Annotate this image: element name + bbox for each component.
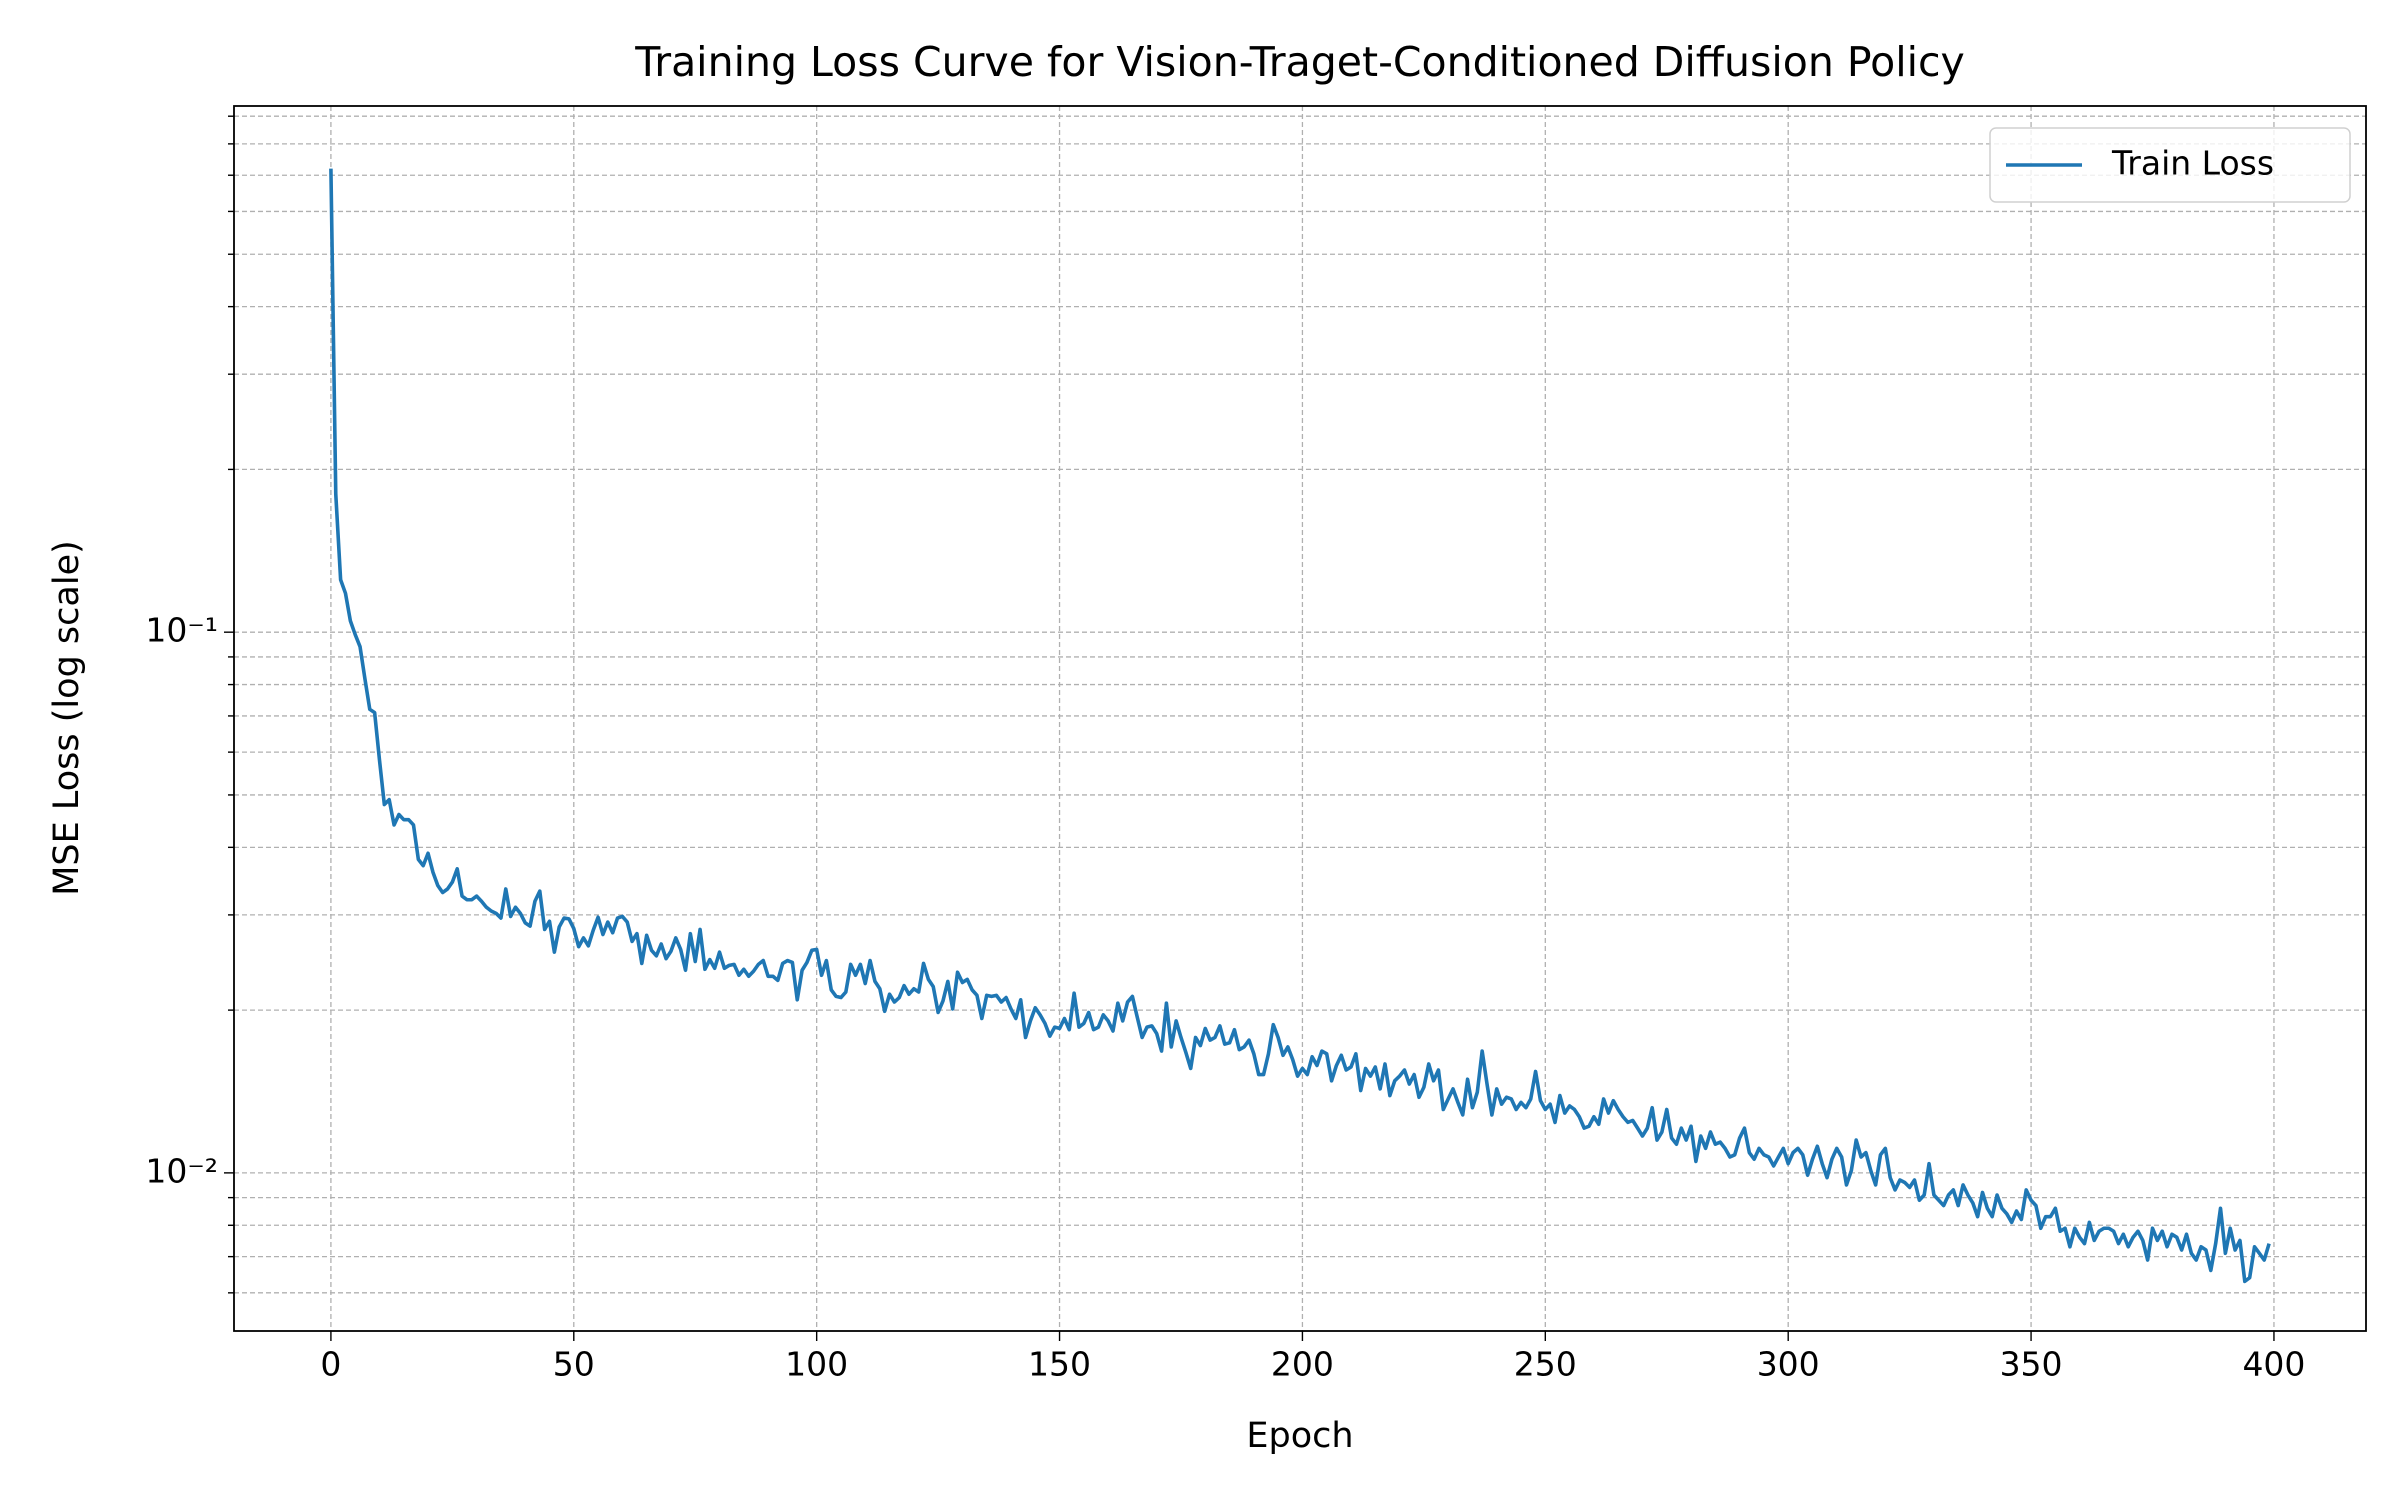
x-tick-label: 250 — [1514, 1345, 1577, 1384]
y-axis-label: MSE Loss (log scale) — [47, 540, 87, 896]
x-tick-label: 200 — [1271, 1345, 1334, 1384]
x-tick-label: 350 — [2000, 1345, 2063, 1384]
x-tick-label: 400 — [2242, 1345, 2305, 1384]
y-tick-label: 10⁻¹ — [145, 611, 218, 650]
legend-label: Train Loss — [2111, 144, 2274, 183]
chart-title: Training Loss Curve for Vision-Traget-Co… — [634, 38, 1965, 86]
x-tick-label: 150 — [1028, 1345, 1091, 1384]
y-tick-label: 10⁻² — [145, 1151, 218, 1190]
loss-line — [329, 168, 2271, 1284]
legend: Train Loss — [1989, 127, 2351, 203]
x-tick-label: 300 — [1757, 1345, 1820, 1384]
x-tick-label: 100 — [785, 1345, 848, 1384]
plot-frame — [233, 105, 2367, 1332]
x-tick-label: 0 — [320, 1345, 341, 1384]
legend-box — [1989, 127, 2351, 203]
x-tick-label: 50 — [553, 1345, 595, 1384]
x-axis-label: Epoch — [1246, 1416, 1353, 1456]
